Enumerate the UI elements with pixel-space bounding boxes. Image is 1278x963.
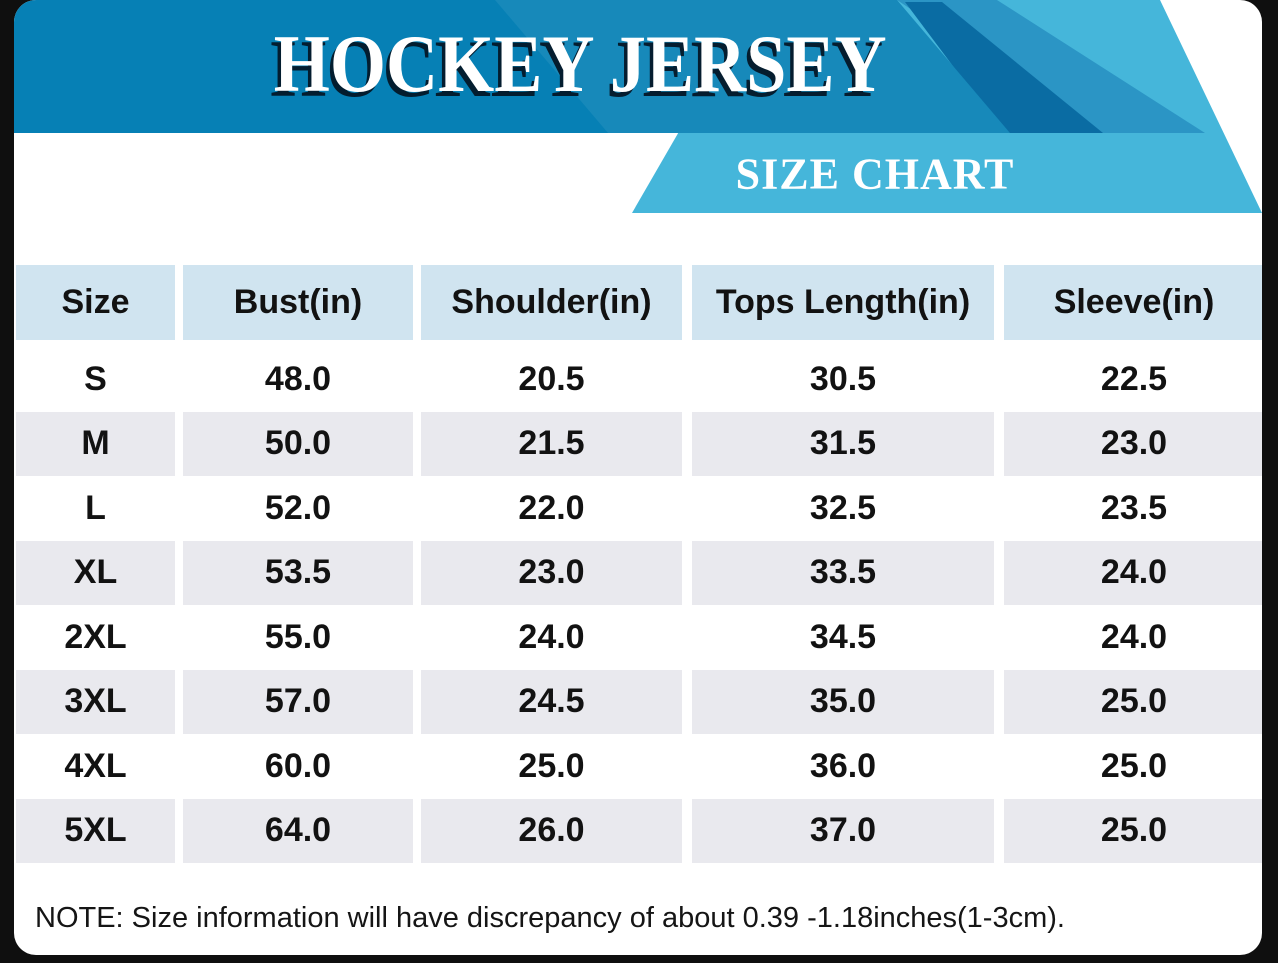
column-gutter <box>682 734 692 799</box>
column-gutter <box>413 605 421 670</box>
column-gutter <box>413 734 421 799</box>
column-gutter <box>175 670 183 735</box>
tops_length-value-cell: 36.0 <box>692 734 994 799</box>
bust-value-cell: 50.0 <box>183 411 413 476</box>
tops_length-value-cell: 30.5 <box>692 347 994 412</box>
tops_length-value-cell: 35.0 <box>692 669 994 734</box>
column-gutter <box>413 799 421 864</box>
shoulder-value-cell: 26.0 <box>421 798 682 863</box>
column-gutter <box>175 347 183 412</box>
note-text: NOTE: Size information will have discrep… <box>35 902 1065 934</box>
size-label-cell: M <box>16 411 175 476</box>
sleeve-value-cell: 22.5 <box>1004 347 1262 412</box>
bust-value-cell: 55.0 <box>183 605 413 670</box>
page-title-wrap: HOCKEY JERSEY <box>14 0 1262 133</box>
tops_length-value-cell: 32.5 <box>692 476 994 541</box>
shoulder-value-cell: 22.0 <box>421 476 682 541</box>
card-frame: HOCKEY JERSEY SIZE CHART Size Bust(in) Sho… <box>14 0 1262 955</box>
column-header-sleeve-in: Sleeve(in) <box>1004 265 1262 340</box>
bust-value-cell: 52.0 <box>183 476 413 541</box>
size-label-cell: 5XL <box>16 798 175 863</box>
column-gutter <box>994 347 1004 412</box>
column-gutter <box>994 541 1004 606</box>
column-gutter <box>682 476 692 541</box>
size-chart-banner-label: SIZE CHART <box>735 149 1015 199</box>
column-gutter <box>682 670 692 735</box>
column-gutter <box>413 412 421 477</box>
size-chart-table: Size Bust(in) Shoulder(in) Tops Length(in) S… <box>16 265 1262 863</box>
size-label-cell: XL <box>16 540 175 605</box>
tops_length-value-cell: 31.5 <box>692 411 994 476</box>
column-gutter <box>175 734 183 799</box>
column-gutter <box>175 412 183 477</box>
column-header-tops-length-in: Tops Length(in) <box>692 265 994 340</box>
column-gutter <box>994 412 1004 477</box>
bust-value-cell: 53.5 <box>183 540 413 605</box>
tops_length-value-cell: 34.5 <box>692 605 994 670</box>
column-gutter <box>994 734 1004 799</box>
size-label-cell: 4XL <box>16 734 175 799</box>
tops_length-value-cell: 33.5 <box>692 540 994 605</box>
column-gutter <box>413 541 421 606</box>
column-gutter <box>994 799 1004 864</box>
column-gutter <box>682 799 692 864</box>
column-gutter <box>413 265 421 340</box>
column-gutter <box>682 541 692 606</box>
column-gutter <box>175 541 183 606</box>
column-gutter <box>682 605 692 670</box>
shoulder-value-cell: 21.5 <box>421 411 682 476</box>
column-gutter <box>682 265 692 340</box>
column-gutter <box>413 476 421 541</box>
shoulder-value-cell: 23.0 <box>421 540 682 605</box>
shoulder-value-cell: 20.5 <box>421 347 682 412</box>
column-gutter <box>175 265 183 340</box>
page-title: HOCKEY JERSEY <box>273 17 887 109</box>
sleeve-value-cell: 24.0 <box>1004 605 1262 670</box>
bust-value-cell: 57.0 <box>183 669 413 734</box>
sleeve-value-cell: 23.5 <box>1004 476 1262 541</box>
sleeve-value-cell: 25.0 <box>1004 798 1262 863</box>
sleeve-value-cell: 25.0 <box>1004 734 1262 799</box>
size-label-cell: S <box>16 347 175 412</box>
sleeve-value-cell: 25.0 <box>1004 669 1262 734</box>
sleeve-value-cell: 24.0 <box>1004 540 1262 605</box>
column-gutter <box>994 670 1004 735</box>
column-gutter <box>413 347 421 412</box>
size-label-cell: L <box>16 476 175 541</box>
bust-value-cell: 48.0 <box>183 347 413 412</box>
sleeve-value-cell: 23.0 <box>1004 411 1262 476</box>
column-gutter <box>413 670 421 735</box>
column-header-shoulder-in: Shoulder(in) <box>421 265 682 340</box>
column-gutter <box>682 412 692 477</box>
column-gutter <box>175 476 183 541</box>
bust-value-cell: 64.0 <box>183 798 413 863</box>
tops_length-value-cell: 37.0 <box>692 798 994 863</box>
column-gutter <box>994 476 1004 541</box>
header-gap <box>16 340 1262 347</box>
column-header-size: Size <box>16 265 175 340</box>
bust-value-cell: 60.0 <box>183 734 413 799</box>
size-label-cell: 2XL <box>16 605 175 670</box>
column-header-bust-in: Bust(in) <box>183 265 413 340</box>
column-gutter <box>175 605 183 670</box>
shoulder-value-cell: 24.0 <box>421 605 682 670</box>
column-gutter <box>994 265 1004 340</box>
column-gutter <box>175 799 183 864</box>
shoulder-value-cell: 25.0 <box>421 734 682 799</box>
column-gutter <box>682 347 692 412</box>
shoulder-value-cell: 24.5 <box>421 669 682 734</box>
column-gutter <box>994 605 1004 670</box>
size-label-cell: 3XL <box>16 669 175 734</box>
